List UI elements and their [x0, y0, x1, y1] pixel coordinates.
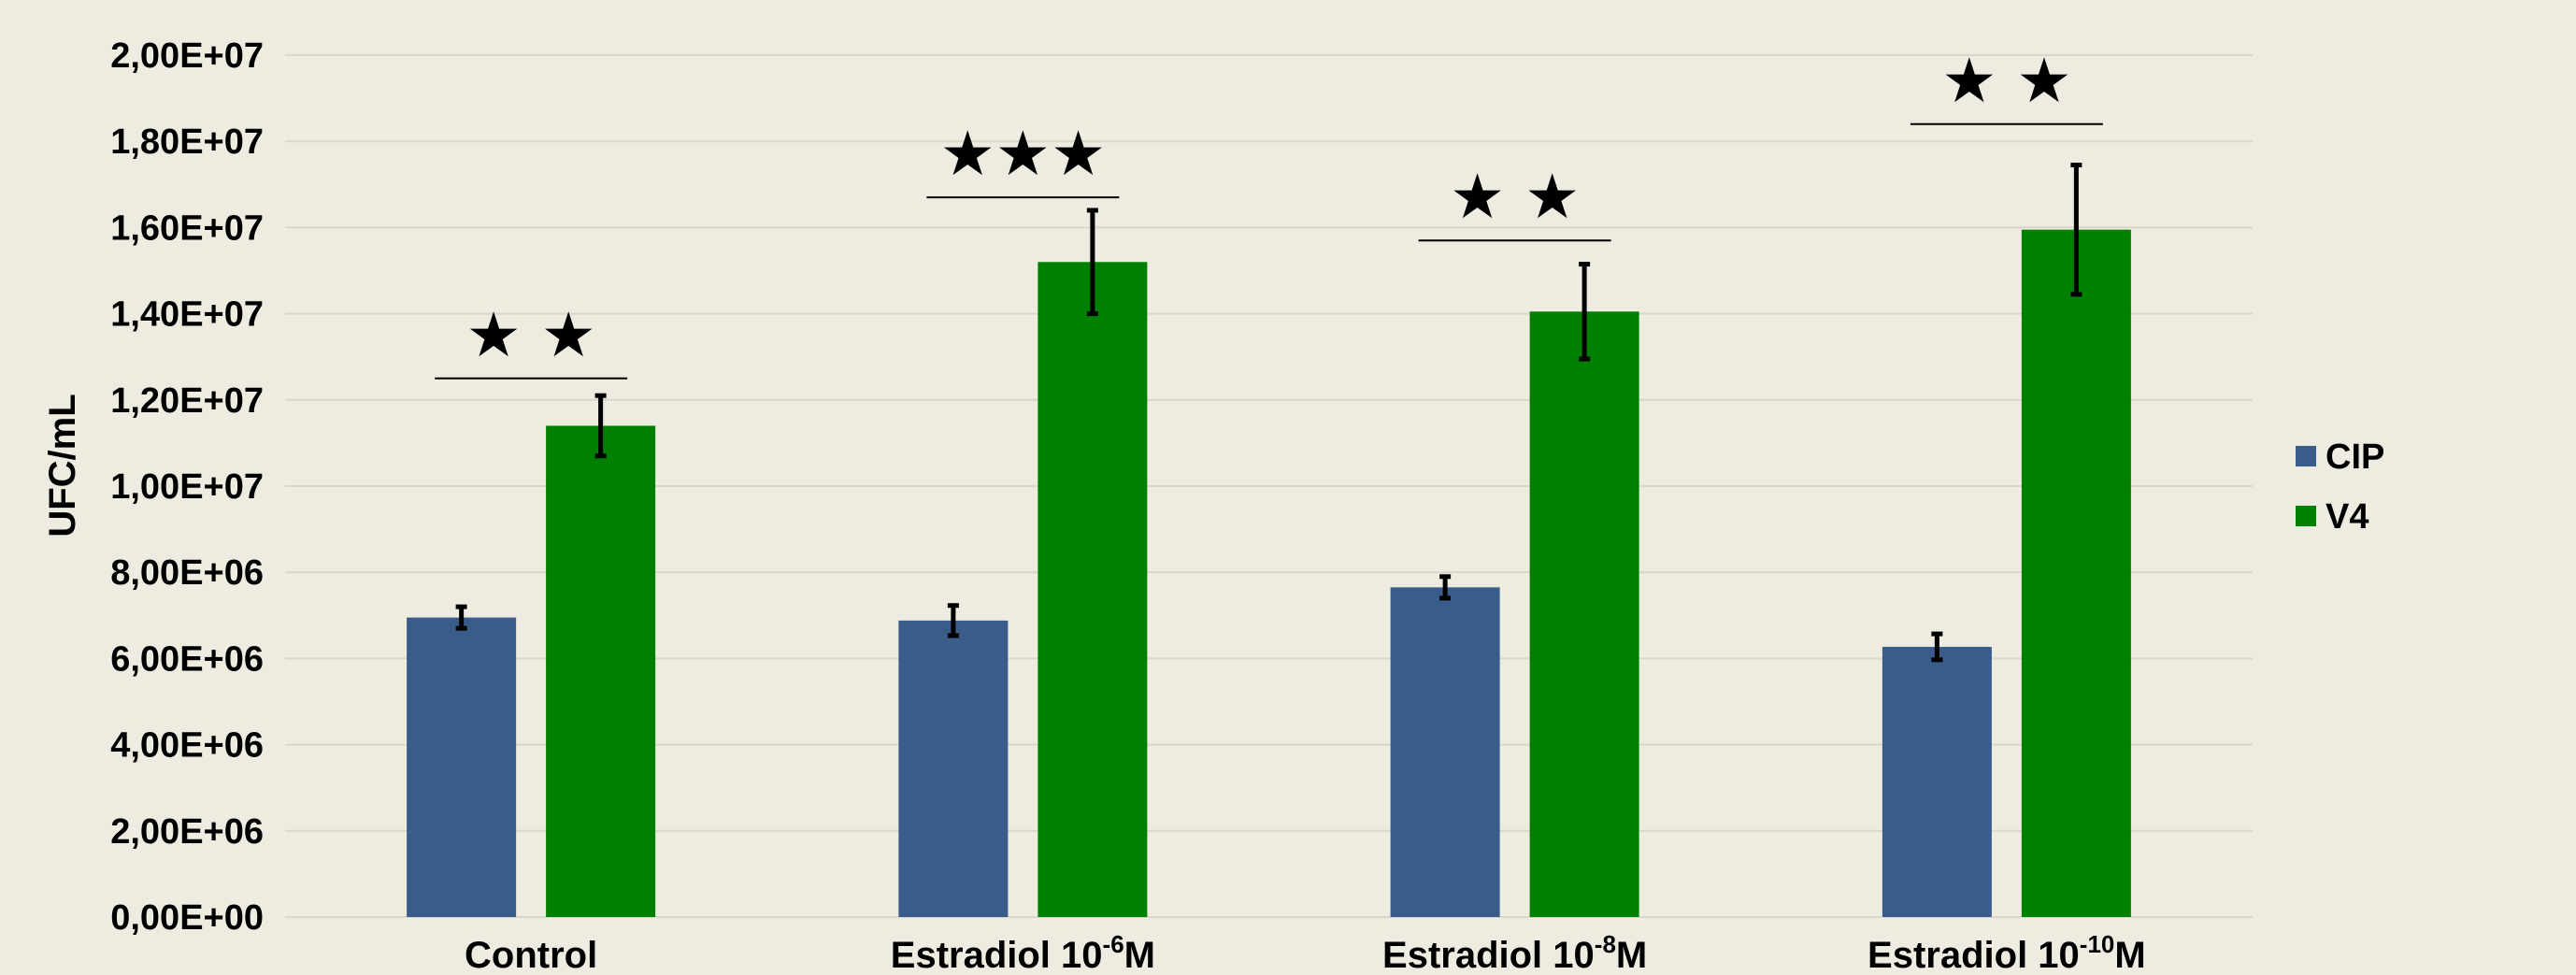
y-axis-label: UFC/mL: [42, 394, 83, 537]
bar-v4-2: [1529, 311, 1639, 917]
significance-stars: ★ ★: [1941, 45, 2071, 117]
y-tick-label: 1,20E+07: [110, 381, 264, 421]
significance-stars: ★ ★: [465, 299, 595, 371]
x-category-label: Control: [465, 935, 597, 975]
category-exponent: -6: [1103, 930, 1124, 958]
error-bar-v4-0: [594, 393, 607, 459]
y-axis-ticks: 0,00E+00 2,00E+06 4,00E+06 6,00E+06 8,00E+06…: [110, 36, 264, 938]
error-bar-v4-1: [1086, 208, 1098, 317]
category-base: Control: [465, 935, 597, 975]
significance-markers: ★ ★ ★★★ ★ ★ ★ ★: [435, 45, 2103, 380]
legend-swatch-v4: [2296, 506, 2316, 526]
error-bar-v4-3: [2070, 163, 2082, 297]
error-bars: [455, 163, 2082, 663]
category-exponent: -8: [1595, 930, 1616, 958]
category-base: Estradiol 10: [1382, 935, 1595, 975]
significance-stars: ★ ★: [1450, 161, 1580, 233]
significance-stars: ★★★: [940, 118, 1107, 190]
bar-cip-1: [898, 620, 1009, 917]
y-tick-label: 1,80E+07: [110, 122, 264, 162]
error-bar-cip-1: [947, 603, 959, 638]
y-tick-label: 1,40E+07: [110, 295, 264, 335]
y-tick-label: 1,60E+07: [110, 208, 264, 248]
category-exponent: -10: [2080, 930, 2115, 958]
y-tick-label: 0,00E+00: [110, 898, 264, 938]
legend-swatch-cip: [2296, 446, 2316, 466]
bar-v4-3: [2021, 229, 2131, 917]
category-labels: Control Estradiol 10-6M Estradiol 10-8M Est…: [465, 930, 2146, 975]
legend: CIP V4: [2296, 437, 2384, 537]
bar-cip-3: [1882, 646, 1992, 917]
category-base: Estradiol 10: [891, 935, 1103, 975]
y-tick-label: 2,00E+07: [110, 36, 264, 76]
bar-cip-2: [1390, 587, 1500, 917]
legend-label-cip: CIP: [2326, 437, 2384, 477]
bar-v4-1: [1038, 262, 1148, 917]
bars: [407, 229, 2131, 918]
x-category-label: Estradiol 10-8M: [1382, 930, 1647, 975]
y-tick-label: 6,00E+06: [110, 639, 264, 679]
y-tick-label: 4,00E+06: [110, 726, 264, 766]
legend-label-v4: V4: [2326, 497, 2368, 537]
x-category-label: Estradiol 10-6M: [891, 930, 1155, 975]
bar-v4-0: [546, 425, 656, 918]
category-unit: M: [2114, 935, 2145, 975]
bar-cip-0: [407, 617, 517, 917]
category-base: Estradiol 10: [1868, 935, 2080, 975]
error-bar-v4-2: [1579, 262, 1591, 362]
error-bar-cip-2: [1439, 574, 1452, 601]
category-unit: M: [1616, 935, 1647, 975]
category-unit: M: [1124, 935, 1155, 975]
error-bar-cip-0: [455, 604, 467, 631]
y-tick-label: 1,00E+07: [110, 467, 264, 507]
y-tick-label: 2,00E+06: [110, 812, 264, 852]
y-tick-label: 8,00E+06: [110, 553, 264, 593]
x-category-label: Estradiol 10-10M: [1868, 930, 2146, 975]
error-bar-cip-3: [1931, 631, 1943, 663]
